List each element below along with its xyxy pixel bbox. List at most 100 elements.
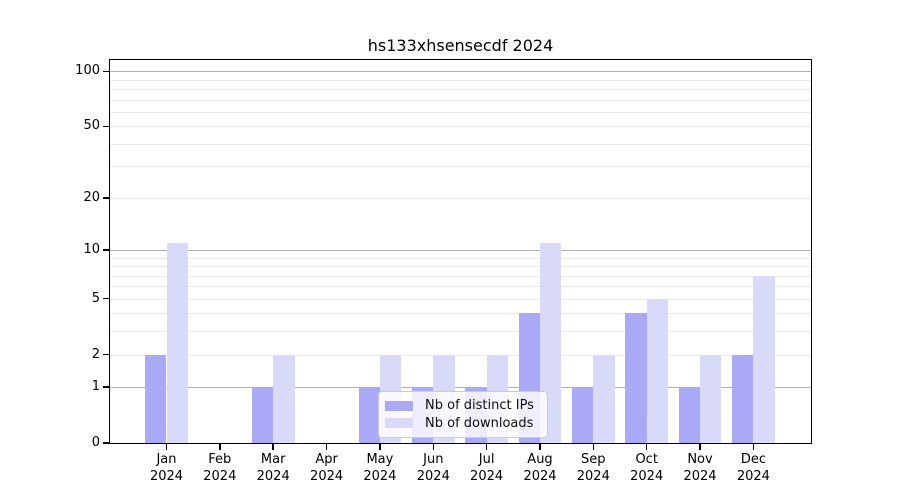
x-tick-mark-jul [485,444,488,450]
bar-downloads-jan [166,242,188,443]
x-tick-label-aug: Aug 2024 [505,452,575,485]
x-tick-label-jan: Jan 2024 [132,452,202,485]
x-tick-year: 2024 [683,468,717,484]
x-tick-label-apr: Apr 2024 [292,452,362,485]
bar-ips-nov [678,387,700,443]
legend-item-distinct-ips: Nb of distinct IPs [385,397,539,415]
x-tick-month: Jul [478,452,495,467]
y-tick-label-2: 2 [91,346,100,362]
x-tick-month: Dec [740,452,766,467]
y-tick-label-50: 50 [83,118,100,134]
x-tick-year: 2024 [416,468,450,484]
y-tick-label-5: 5 [91,290,100,306]
y-tick-label-1: 1 [91,379,100,395]
major-gridline-1 [110,387,811,389]
y-tick-label-20: 20 [83,189,100,205]
bar-ips-oct [625,313,647,443]
y-tick-label-0: 0 [91,435,100,450]
x-tick-month: Jan [156,452,177,467]
x-tick-year: 2024 [363,468,397,484]
x-tick-label-nov: Nov 2024 [665,452,735,485]
x-tick-label-sep: Sep 2024 [558,452,628,485]
x-tick-month: Sep [581,452,606,467]
y-tick-mark-20 [103,197,109,199]
x-tick-label-oct: Oct 2024 [612,452,682,485]
x-tick-mark-aug [539,444,541,450]
x-tick-mark-nov [699,444,701,450]
minor-gridline-40 [110,143,811,145]
bar-ips-may [358,387,380,443]
x-tick-year: 2024 [523,468,557,484]
y-tick-mark-1 [103,386,109,388]
x-tick-label-feb: Feb 2024 [185,452,255,485]
legend: Nb of distinct IPs Nb of downloads [378,391,548,438]
x-tick-label-jul: Jul 2024 [452,452,522,485]
legend-item-downloads: Nb of downloads [385,415,539,433]
y-tick-mark-50 [103,125,109,127]
minor-gridline-4 [110,313,811,315]
bar-downloads-nov [700,354,722,443]
x-tick-year: 2024 [310,468,344,484]
x-tick-year: 2024 [470,468,504,484]
minor-gridline-3 [110,331,811,333]
bar-ips-sep [571,387,594,443]
x-tick-month: Feb [208,452,232,467]
x-tick-year: 2024 [149,468,184,484]
minor-gridline-70 [110,99,811,101]
y-tick-mark-2 [103,353,109,356]
x-tick-mark-may [379,444,381,450]
x-tick-month: Jun [423,452,444,467]
x-tick-mark-dec [752,444,755,450]
bar-ips-dec [732,354,754,443]
x-tick-mark-jan [165,444,168,450]
bar-ips-mar [251,387,274,443]
x-tick-year: 2024 [256,468,290,484]
x-tick-mark-feb [219,444,221,450]
x-tick-label-may: May 2024 [345,452,415,485]
y-tick-mark-0 [103,442,109,444]
y-tick-mark-100 [103,70,109,72]
x-tick-mark-apr [325,444,328,450]
minor-gridline-8 [110,266,811,267]
minor-gridline-9 [110,257,811,259]
y-tick-mark-5 [103,297,109,300]
major-gridline-100 [110,71,811,73]
y-tick-label-10: 10 [83,241,100,257]
x-tick-month: Apr [315,452,338,467]
y-tick-label-100: 100 [75,63,100,79]
legend-swatch-distinct-ips [385,400,413,411]
minor-gridline-6 [110,286,811,288]
bar-downloads-mar [273,354,295,443]
minor-gridline-5 [110,298,811,300]
x-tick-label-mar: Mar 2024 [238,452,308,485]
bar-downloads-sep [593,354,615,443]
legend-label-distinct-ips: Nb of distinct IPs [425,398,534,414]
minor-gridline-60 [110,111,811,113]
x-tick-year: 2024 [576,468,610,484]
x-tick-year: 2024 [203,468,237,484]
x-tick-mark-oct [645,444,648,450]
x-tick-month: Aug [527,452,553,467]
x-tick-year: 2024 [736,468,770,484]
x-tick-mark-jun [432,444,434,450]
x-tick-month: May [366,452,394,467]
legend-swatch-downloads [385,418,413,429]
plot-area [110,60,811,443]
x-tick-mark-mar [272,444,274,450]
minor-gridline-80 [110,89,811,90]
minor-gridline-20 [110,197,811,199]
y-tick-mark-10 [103,249,109,251]
bar-ips-jan [145,354,167,443]
x-tick-month: Mar [260,452,286,467]
minor-gridline-7 [110,275,811,277]
chart-title: hs133xhsensecdf 2024 [367,36,554,55]
x-tick-label-dec: Dec 2024 [718,452,788,485]
bar-downloads-dec [753,275,775,443]
x-tick-mark-sep [592,444,594,450]
legend-label-downloads: Nb of downloads [425,415,534,431]
x-tick-month: Oct [635,452,658,467]
minor-gridline-2 [110,354,811,356]
minor-gridline-50 [110,126,811,128]
minor-gridline-30 [110,166,811,168]
